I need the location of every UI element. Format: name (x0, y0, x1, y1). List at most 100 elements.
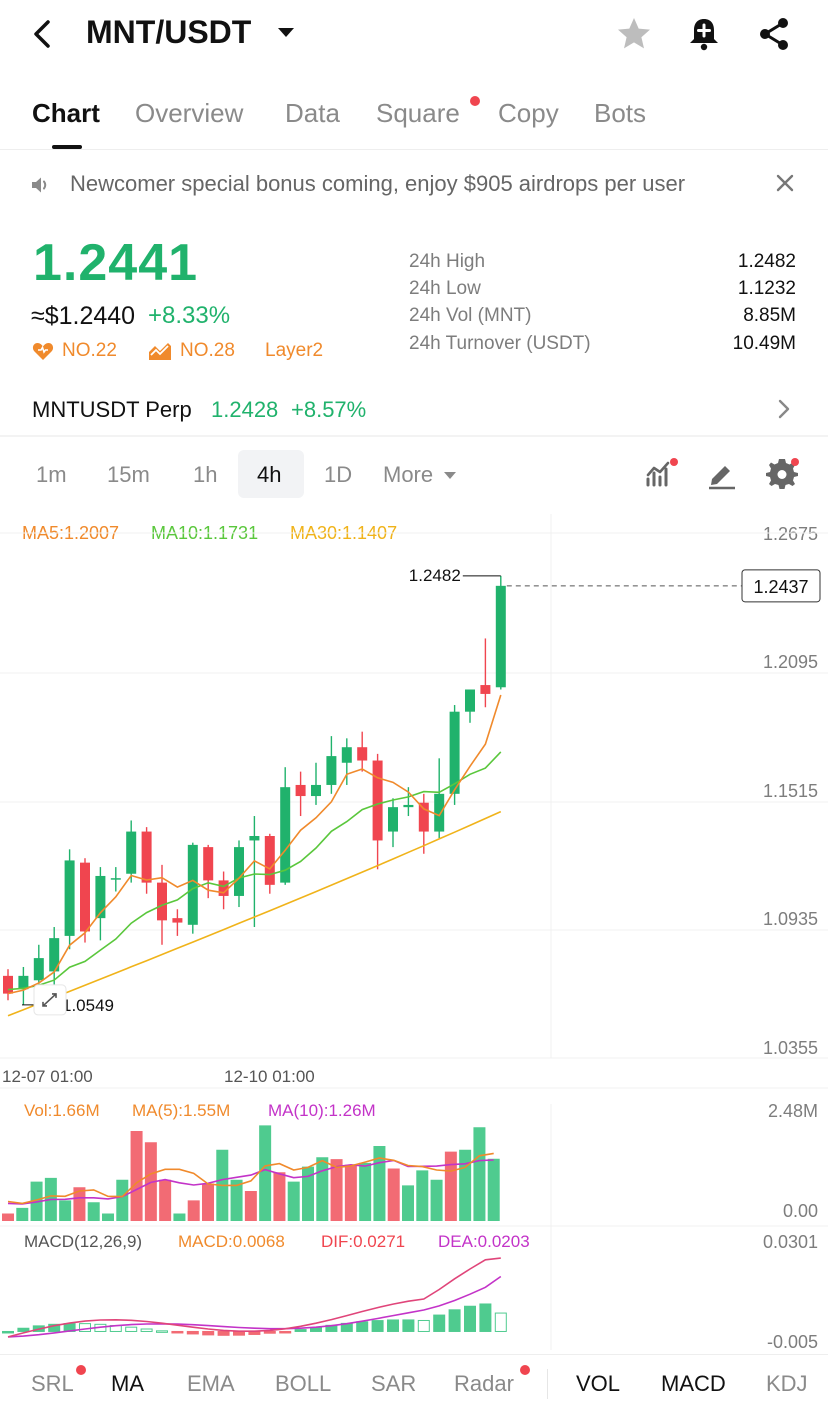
chevron-right-icon[interactable] (774, 398, 794, 420)
volume-bar (159, 1179, 172, 1221)
time-axis-label: 12-10 01:00 (224, 1067, 315, 1086)
trending-rank-icon (149, 343, 171, 360)
indicator-bar: SRL MA EMA BOLL SAR Radar VOL MACD KDJ (0, 1354, 828, 1422)
volume-bar (287, 1181, 300, 1221)
indicators-icon[interactable] (644, 457, 678, 491)
volume-bar (273, 1172, 286, 1221)
volume-bar (487, 1158, 500, 1221)
indicator-radar[interactable]: Radar (454, 1371, 514, 1396)
macd-histogram-bar (294, 1329, 307, 1332)
high-marker-label: 1.2482 (409, 566, 461, 585)
tab-bots[interactable]: Bots (594, 98, 647, 128)
perp-row[interactable]: MNTUSDT Perp 1.2428 +8.57% (0, 385, 828, 433)
candle-body (341, 747, 352, 763)
candle-body (249, 836, 260, 841)
macd-histogram-bar (186, 1330, 199, 1335)
macd-histogram-bar (171, 1330, 184, 1334)
settings-gear-icon[interactable] (765, 457, 799, 491)
more-dropdown-icon[interactable] (444, 472, 456, 479)
candle-body (372, 760, 383, 841)
candle-body (434, 793, 445, 832)
draw-pencil-icon[interactable] (705, 457, 739, 491)
stat-label-24h-turnover: 24h Turnover (USDT) (409, 333, 591, 354)
indicator-sar[interactable]: SAR (371, 1371, 417, 1396)
dea-legend: DEA:0.0203 (438, 1232, 530, 1251)
heart-rank-icon (32, 343, 54, 360)
perp-change: +8.57% (291, 397, 367, 422)
macd-histogram-bar (279, 1330, 292, 1334)
price-change-percent: +8.33% (148, 302, 231, 329)
interval-4h[interactable]: 4h (257, 462, 282, 487)
active-tab-indicator (52, 145, 82, 149)
candle-body (49, 938, 60, 972)
favorite-star-icon[interactable] (614, 14, 654, 54)
tab-copy[interactable]: Copy (498, 98, 559, 128)
volume-bar (444, 1151, 457, 1221)
macd-histogram-bar (479, 1303, 492, 1332)
macd-histogram-bar (433, 1314, 446, 1332)
announcement-banner[interactable]: Newcomer special bonus coming, enjoy $90… (0, 158, 828, 212)
candle-body (203, 847, 214, 881)
candle-body (465, 689, 475, 712)
interval-1d[interactable]: 1D (324, 462, 353, 487)
candle-body (234, 847, 244, 896)
price-alert-bell-icon[interactable] (684, 14, 724, 54)
candle-body (141, 831, 152, 883)
indicator-macd[interactable]: MACD (661, 1371, 726, 1396)
price-axis-tick: 1.0935 (762, 909, 818, 929)
stat-label-24h-high: 24h High (409, 251, 486, 272)
stat-value-24h-vol: 8.85M (743, 305, 796, 326)
macd-histogram-bar (156, 1330, 168, 1333)
candle-body (218, 880, 229, 896)
low-marker-label: 1.0549 (62, 996, 114, 1015)
sector-tag[interactable]: Layer2 (265, 340, 324, 361)
close-icon[interactable] (774, 172, 796, 194)
stat-label-24h-vol: 24h Vol (MNT) (409, 305, 532, 326)
indicator-boll[interactable]: BOLL (275, 1371, 332, 1396)
rank-badge-1[interactable]: NO.22 (62, 340, 117, 361)
share-icon[interactable] (754, 14, 794, 54)
volume-bar (16, 1207, 29, 1221)
price-axis-tick: 1.2675 (762, 524, 818, 544)
vol-ma5-legend: MA(5):1.55M (132, 1101, 231, 1120)
volume-bar (330, 1159, 343, 1221)
tab-square[interactable]: Square (376, 98, 460, 128)
square-notification-dot (470, 96, 480, 106)
candle-body (495, 585, 506, 688)
tab-chart[interactable]: Chart (32, 98, 100, 128)
tab-overview[interactable]: Overview (135, 98, 244, 128)
indicator-ema[interactable]: EMA (187, 1371, 235, 1396)
current-price-label: 1.2437 (753, 577, 808, 597)
candle-body (388, 807, 398, 832)
usd-price: ≈$1.2440 (31, 302, 136, 330)
volume-bar (302, 1166, 314, 1221)
interval-15m[interactable]: 15m (107, 462, 150, 487)
candle-body (264, 836, 275, 885)
indicator-srl[interactable]: SRL (31, 1371, 74, 1396)
back-arrow-icon[interactable] (26, 16, 62, 52)
price-chart[interactable]: 1.2482 1.0549 1.2437 (0, 514, 828, 1350)
perp-name: MNTUSDT Perp (32, 397, 192, 422)
indicator-kdj[interactable]: KDJ (766, 1371, 808, 1396)
top-bar: MNT/USDT (0, 0, 828, 70)
interval-1h[interactable]: 1h (193, 462, 218, 487)
candle-body (126, 831, 137, 874)
dif-line (7, 1257, 501, 1338)
indicator-vol[interactable]: VOL (576, 1371, 621, 1396)
interval-1m[interactable]: 1m (36, 462, 67, 487)
candle-body (95, 875, 106, 919)
pair-dropdown-icon[interactable] (278, 28, 294, 37)
time-axis-label: 12-07 01:00 (2, 1067, 93, 1086)
volume-bar (2, 1213, 14, 1221)
main-tabs: Chart Overview Data Square Copy Bots (0, 90, 828, 150)
ma30-line (7, 810, 502, 1017)
candle-body (403, 804, 414, 808)
price-axis-tick: 1.2095 (762, 652, 818, 672)
rank-badge-2[interactable]: NO.28 (180, 340, 235, 361)
pair-title[interactable]: MNT/USDT (86, 14, 252, 50)
indicator-ma[interactable]: MA (111, 1371, 144, 1396)
macd-params-legend: MACD(12,26,9) (24, 1232, 143, 1251)
tab-data[interactable]: Data (285, 98, 340, 128)
interval-more[interactable]: More (383, 462, 434, 487)
macd-histogram-bar (494, 1312, 507, 1332)
